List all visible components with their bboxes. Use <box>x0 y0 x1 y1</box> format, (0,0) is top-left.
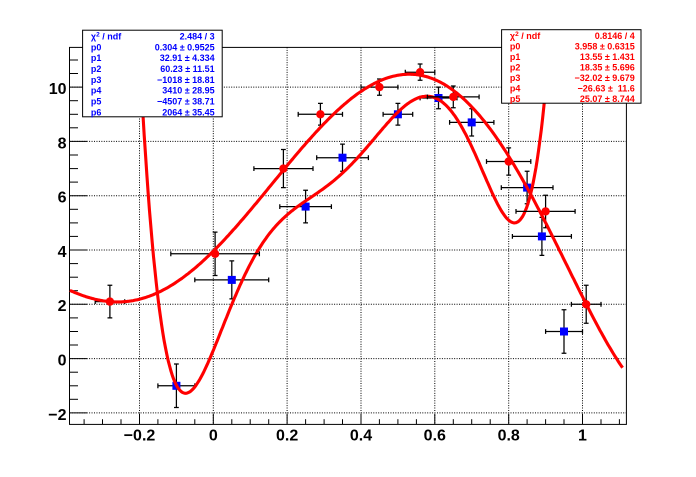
svg-text:1: 1 <box>578 428 587 445</box>
svg-text:2.484 / 3: 2.484 / 3 <box>180 32 215 42</box>
svg-text:−0.2: −0.2 <box>124 428 156 445</box>
svg-text:p5: p5 <box>510 94 521 104</box>
svg-text:p0: p0 <box>510 42 521 52</box>
svg-text:p0: p0 <box>91 42 102 52</box>
svg-text:−2: −2 <box>48 407 66 424</box>
svg-text:0.8: 0.8 <box>498 428 520 445</box>
svg-text:p4: p4 <box>91 86 102 96</box>
svg-text:p1: p1 <box>91 53 102 63</box>
svg-text:18.35 ± 5.696: 18.35 ± 5.696 <box>580 63 635 73</box>
svg-text:0.8146 / 4: 0.8146 / 4 <box>595 31 635 41</box>
svg-text:χ2 / ndf: χ2 / ndf <box>510 31 541 41</box>
svg-text:χ2 / ndf: χ2 / ndf <box>91 32 122 42</box>
svg-text:3410 ± 28.95: 3410 ± 28.95 <box>162 86 214 96</box>
svg-text:−32.02 ± 9.679: −32.02 ± 9.679 <box>575 73 635 83</box>
svg-text:p1: p1 <box>510 52 521 62</box>
svg-text:0.304 ± 0.9525: 0.304 ± 0.9525 <box>155 42 215 52</box>
svg-text:p6: p6 <box>91 107 102 117</box>
svg-text:6: 6 <box>58 190 67 207</box>
svg-text:2: 2 <box>58 298 67 315</box>
svg-text:−1018 ± 18.81: −1018 ± 18.81 <box>157 75 215 85</box>
svg-text:8: 8 <box>58 135 67 152</box>
svg-text:4: 4 <box>58 244 67 261</box>
svg-text:−26.63 ± 11.6: −26.63 ± 11.6 <box>578 84 635 94</box>
svg-text:13.55 ± 1.431: 13.55 ± 1.431 <box>580 52 635 62</box>
svg-text:p3: p3 <box>510 73 521 83</box>
svg-text:p5: p5 <box>91 97 102 107</box>
svg-text:p3: p3 <box>91 75 102 85</box>
svg-text:10: 10 <box>49 81 67 98</box>
svg-text:−4507 ± 38.71: −4507 ± 38.71 <box>157 97 215 107</box>
svg-text:3.958 ± 0.6315: 3.958 ± 0.6315 <box>575 42 635 52</box>
svg-text:60.23 ± 11.51: 60.23 ± 11.51 <box>160 64 215 74</box>
svg-text:0: 0 <box>58 353 67 370</box>
svg-text:2064 ± 35.45: 2064 ± 35.45 <box>162 107 214 117</box>
svg-text:p2: p2 <box>510 63 521 73</box>
svg-text:0.2: 0.2 <box>276 428 298 445</box>
svg-text:32.91 ± 4.334: 32.91 ± 4.334 <box>160 53 215 63</box>
svg-text:0.4: 0.4 <box>350 428 372 445</box>
svg-text:0.6: 0.6 <box>424 428 446 445</box>
svg-text:25.07 ± 8.744: 25.07 ± 8.744 <box>580 94 635 104</box>
svg-text:0: 0 <box>209 428 218 445</box>
svg-text:p4: p4 <box>510 84 521 94</box>
svg-text:p2: p2 <box>91 64 102 74</box>
